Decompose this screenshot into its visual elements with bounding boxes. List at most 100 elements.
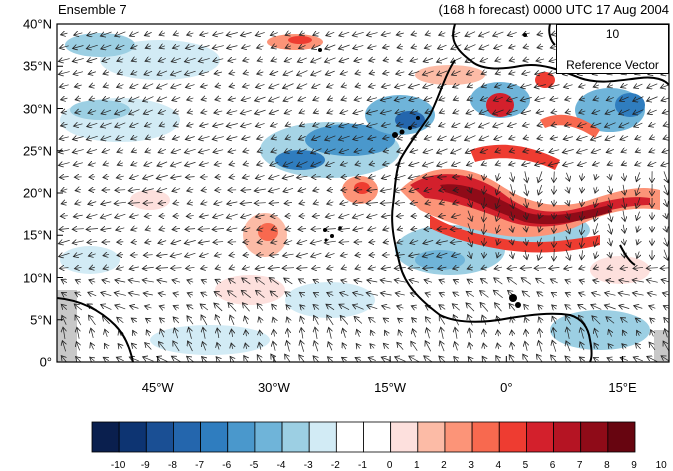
wind-vector	[172, 280, 181, 282]
wind-vector	[537, 137, 544, 139]
wind-vector	[269, 84, 280, 88]
wind-vector	[354, 150, 363, 152]
wind-vector	[381, 124, 391, 126]
wind-vector	[201, 292, 208, 295]
wind-vector	[397, 59, 404, 61]
wind-vector	[201, 202, 208, 204]
wind-vector	[72, 149, 84, 152]
wind-vector	[59, 85, 69, 87]
wind-vector	[341, 177, 348, 178]
wind-vector	[215, 98, 222, 100]
reference-vector-legend: 10 Reference Vector	[556, 24, 669, 74]
wind-vector	[411, 341, 418, 351]
wind-vector	[647, 84, 658, 88]
wind-vector	[552, 305, 557, 309]
wind-vector	[480, 97, 488, 100]
wind-vector	[469, 174, 471, 180]
wind-vector	[554, 248, 555, 261]
wind-vector	[635, 163, 642, 166]
wind-vector	[287, 340, 290, 352]
wind-vector	[103, 177, 110, 178]
wind-vector	[271, 59, 278, 61]
wind-vector	[87, 149, 98, 152]
wind-vector	[354, 316, 363, 324]
wind-vector	[441, 327, 444, 339]
wind-vector	[173, 33, 179, 35]
wind-vector	[72, 241, 84, 243]
wind-vector	[254, 97, 266, 101]
wind-vector	[133, 330, 136, 335]
wind-vector	[213, 150, 224, 153]
wind-vector	[170, 71, 182, 75]
wind-vector	[563, 85, 573, 88]
wind-vector	[311, 57, 322, 63]
wind-vector	[101, 136, 112, 140]
wind-vector	[511, 211, 513, 220]
wind-vector	[579, 280, 585, 282]
wind-vector	[582, 186, 583, 193]
wind-vector	[466, 110, 475, 114]
wind-vector	[537, 33, 544, 35]
wind-vector	[184, 58, 196, 62]
wind-vector	[494, 85, 502, 88]
wind-vector	[539, 225, 541, 232]
wind-vector	[115, 190, 126, 191]
wind-vector	[385, 330, 388, 335]
wind-vector	[185, 162, 196, 166]
wind-vector	[439, 33, 446, 36]
wind-vector	[550, 98, 559, 100]
wind-vector	[174, 328, 177, 339]
wind-vector	[128, 203, 140, 204]
wind-vector	[212, 137, 224, 140]
wind-vector	[621, 318, 628, 323]
wind-vector	[272, 304, 277, 311]
wind-vector	[523, 150, 530, 152]
wind-vector	[74, 124, 83, 126]
lat-tick-label: 30°N	[22, 101, 52, 116]
wind-vector	[73, 46, 84, 49]
wind-vector	[215, 85, 222, 87]
colorbar-level-label: -7	[195, 460, 205, 471]
wind-vector	[636, 184, 640, 195]
lat-tick-label: 10°N	[22, 270, 52, 285]
wind-vector	[566, 341, 570, 352]
wind-vector	[452, 304, 460, 311]
wind-vector	[649, 124, 656, 127]
wind-vector	[312, 215, 320, 216]
wind-vector	[173, 202, 180, 203]
wind-vector	[352, 123, 364, 126]
wind-vector	[242, 85, 250, 87]
colorbar-box	[553, 421, 582, 453]
wind-vector	[256, 290, 265, 298]
wind-vector	[145, 241, 152, 243]
wind-vector	[633, 357, 643, 361]
wind-vector	[172, 228, 181, 229]
wind-vector	[622, 344, 626, 349]
wind-vector	[338, 45, 350, 49]
wind-vector	[607, 358, 614, 361]
wind-vector	[665, 225, 667, 232]
wind-vector	[213, 59, 224, 62]
wind-vector	[297, 161, 308, 167]
wind-vector	[634, 306, 643, 309]
wind-vector	[327, 267, 334, 269]
wind-vector	[619, 280, 630, 282]
wind-vector	[594, 223, 598, 234]
wind-vector	[609, 197, 612, 209]
wind-vector	[104, 343, 107, 348]
wind-vector	[171, 356, 181, 362]
wind-vector	[228, 98, 236, 100]
wind-vector	[483, 343, 485, 350]
wind-vector	[567, 327, 569, 339]
wind-vector	[255, 278, 265, 285]
wind-vector	[171, 268, 182, 269]
wind-vector	[468, 198, 471, 207]
wind-vector	[187, 124, 194, 126]
colorbar-level-label: 9	[631, 460, 637, 471]
wind-vector	[158, 110, 166, 113]
wind-vector	[468, 210, 472, 222]
wind-vector	[157, 71, 168, 75]
wind-vector	[665, 199, 668, 206]
wind-vector	[243, 255, 250, 256]
wind-vector	[551, 124, 558, 126]
